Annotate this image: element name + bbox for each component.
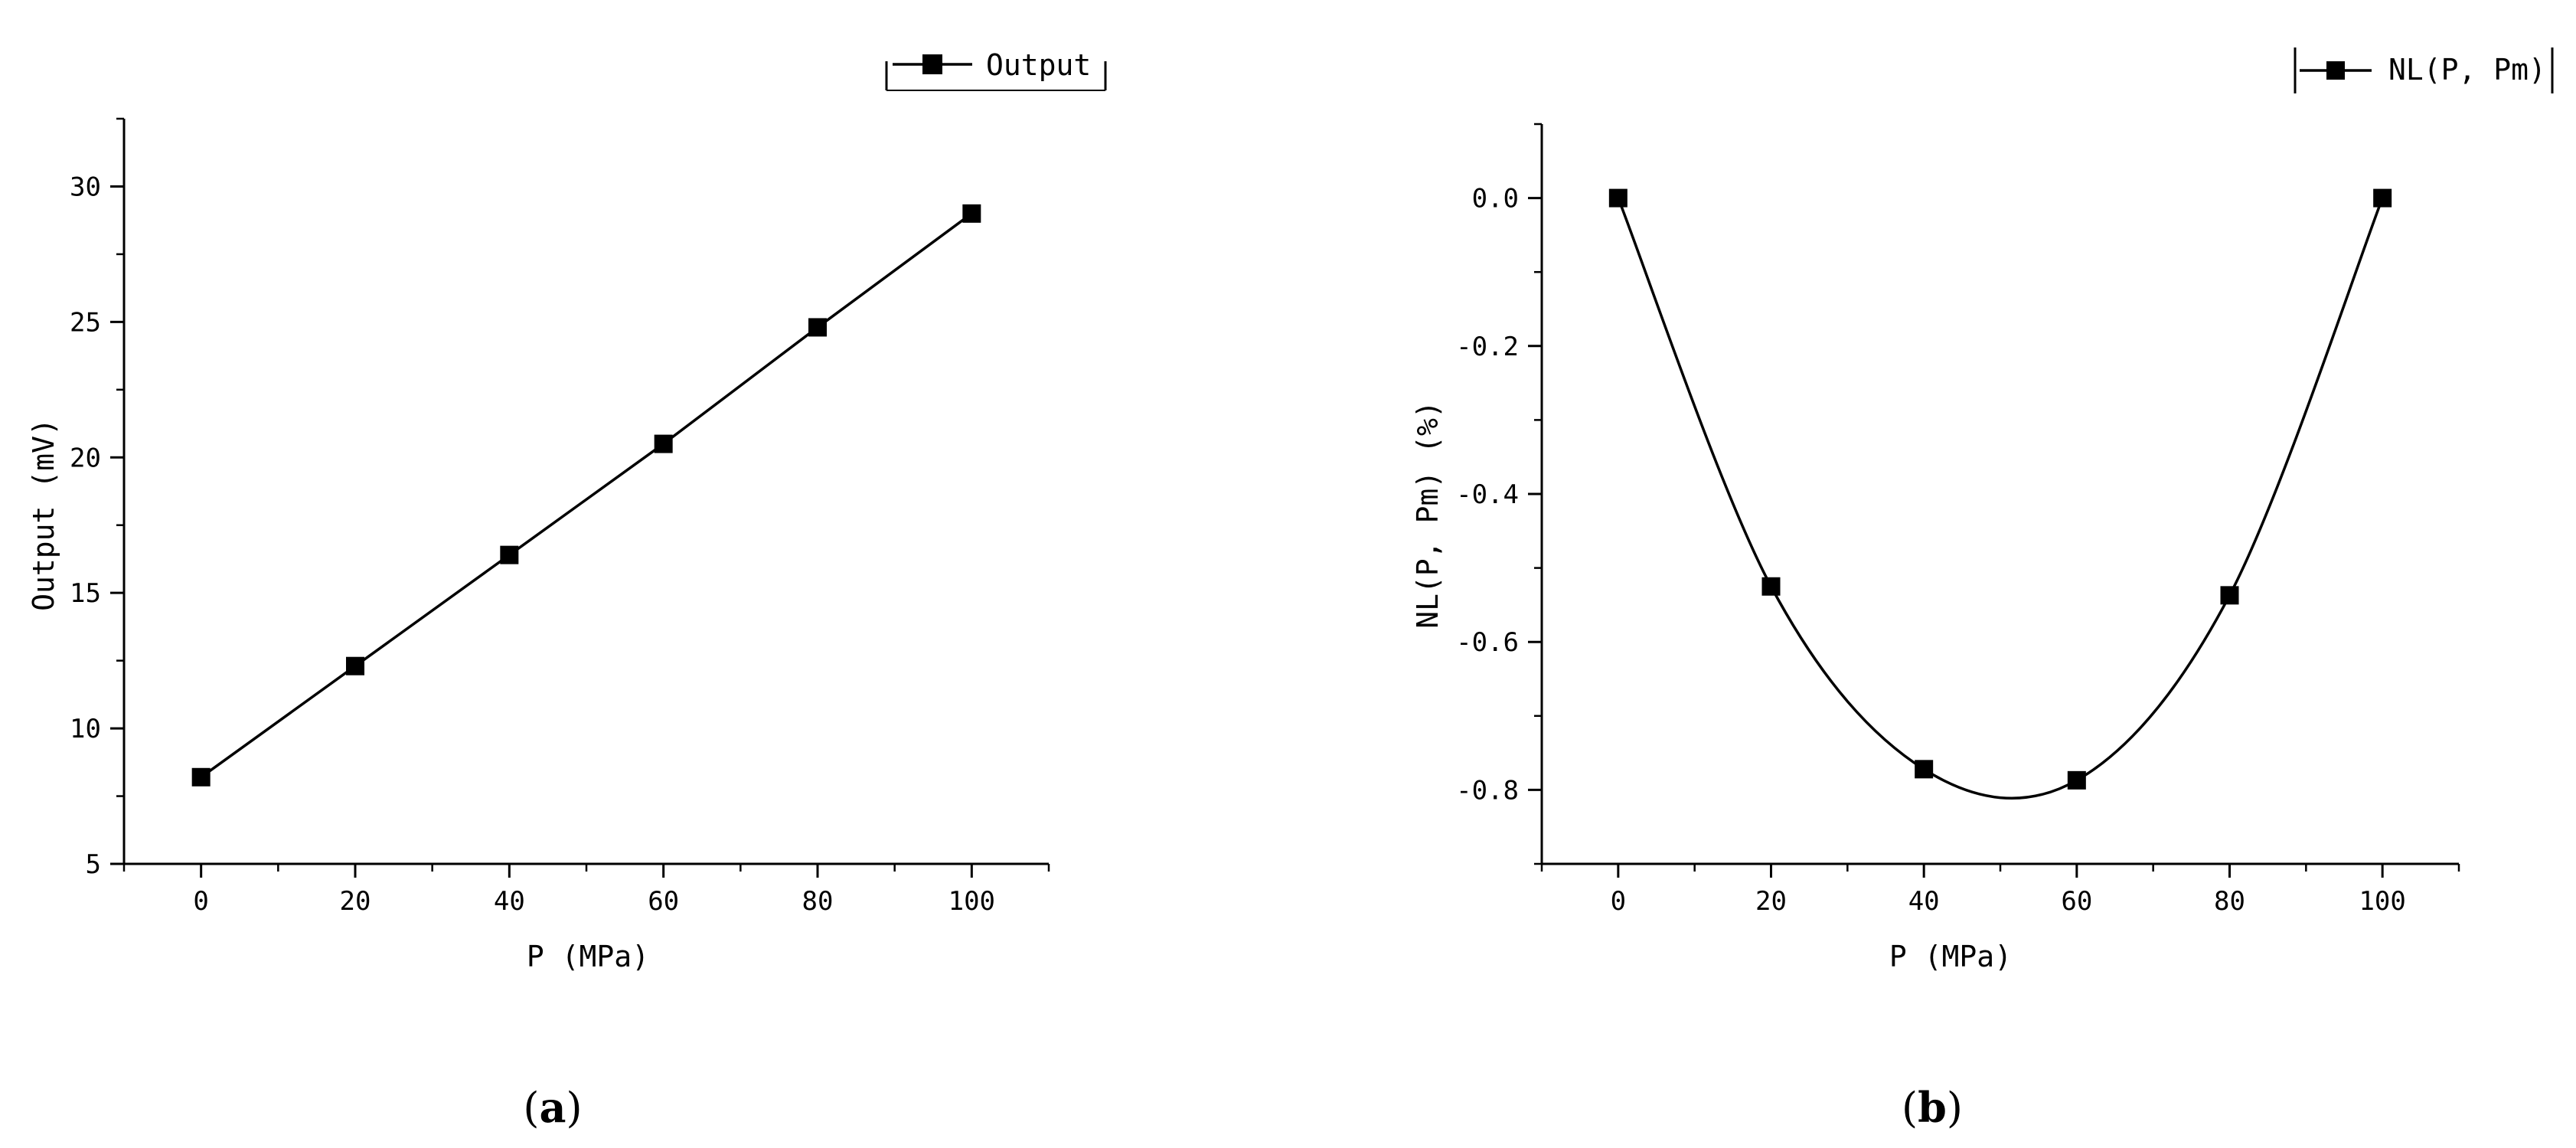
- chart-a-y-tick-label: 5: [86, 849, 101, 880]
- chart-b-y-tick-label: -0.2: [1456, 332, 1519, 362]
- chart-b-y-axis-title: NL(P, Pm) (%): [1411, 401, 1445, 628]
- chart-a-ticks: [110, 117, 1050, 878]
- chart-a-x-tick-label: 40: [494, 886, 525, 917]
- chart-a-data-point: [654, 434, 673, 453]
- chart-b-y-tick-label: -0.6: [1456, 627, 1519, 658]
- chart-a-data-point: [191, 767, 211, 787]
- chart-a: 0 20 40 60 80 100 5 10 15 20 25 30 P (MPa) Output (…: [27, 48, 1107, 1132]
- chart-a-y-tick-label: 15: [70, 578, 101, 609]
- chart-a-x-tick-label: 100: [948, 886, 995, 917]
- chart-a-x-tick-label: 0: [193, 886, 208, 917]
- chart-a-series-line: [200, 212, 973, 779]
- chart-a-y-tick-label: 10: [70, 714, 101, 744]
- chart-a-legend-label: Output: [986, 48, 1091, 82]
- chart-b-y-tick-label: 0.0: [1472, 184, 1519, 214]
- chart-b-y-tick-label: -0.4: [1456, 479, 1519, 510]
- chart-a-y-axis-title: Output (mV): [27, 418, 60, 611]
- chart-b-x-tick-label: 60: [2061, 886, 2092, 917]
- chart-b-legend: NL(P, Pm): [2294, 47, 2554, 93]
- chart-b-series-line: [1617, 197, 2384, 800]
- chart-b-legend-label: NL(P, Pm): [2388, 53, 2546, 87]
- chart-b-x-tick-label: 40: [1908, 886, 1940, 917]
- chart-a-x-tick-label: 20: [340, 886, 371, 917]
- chart-b-x-tick-label: 100: [2359, 886, 2405, 917]
- chart-a-y-tick-label: 25: [70, 307, 101, 338]
- chart-a-x-tick-label: 80: [802, 886, 834, 917]
- chart-b-x-tick-label: 0: [1611, 886, 1626, 917]
- chart-b-data-point: [1915, 760, 1934, 779]
- chart-b-x-axis-title: P (MPa): [1889, 940, 2012, 973]
- chart-b-data-point: [2220, 586, 2239, 605]
- chart-a-y-tick-label: 20: [70, 443, 101, 473]
- chart-a-y-tick-label: 30: [70, 172, 101, 202]
- chart-b-markers: [1608, 188, 2392, 790]
- chart-b-data-point: [1608, 188, 1628, 208]
- chart-a-markers: [191, 204, 981, 787]
- chart-a-data-point: [346, 656, 364, 675]
- chart-a-data-point: [808, 318, 827, 337]
- chart-a-data-point: [962, 204, 981, 223]
- chart-a-panel-label: (a): [523, 1083, 582, 1132]
- chart-b-panel-label: (b): [1902, 1083, 1963, 1132]
- chart-a-x-axis-title: P (MPa): [527, 940, 649, 973]
- chart-a-x-tick-label: 60: [648, 886, 679, 917]
- chart-a-data-point: [500, 545, 519, 564]
- chart-b-data-point: [1761, 577, 1781, 596]
- chart-b-series-path: [1617, 197, 2384, 800]
- chart-b-legend-marker: [2326, 61, 2345, 80]
- chart-b-x-tick-label: 20: [1755, 886, 1787, 917]
- chart-b-ticks: [1528, 123, 2460, 878]
- chart-b-tick-labels: 0 20 40 60 80 100 0.0 -0.2 -0.4 -0.6 -0.8: [1456, 184, 2406, 917]
- chart-b-x-tick-label: 80: [2214, 886, 2245, 917]
- chart-a-legend: Output: [885, 48, 1107, 91]
- chart-b-y-tick-label: -0.8: [1456, 775, 1519, 806]
- chart-a-series-path: [200, 212, 973, 779]
- chart-b-data-point: [2373, 188, 2392, 208]
- chart-a-tick-labels: 0 20 40 60 80 100 5 10 15 20 25 30: [70, 172, 995, 917]
- chart-a-legend-marker: [922, 54, 942, 74]
- chart-b-data-point: [2067, 770, 2086, 790]
